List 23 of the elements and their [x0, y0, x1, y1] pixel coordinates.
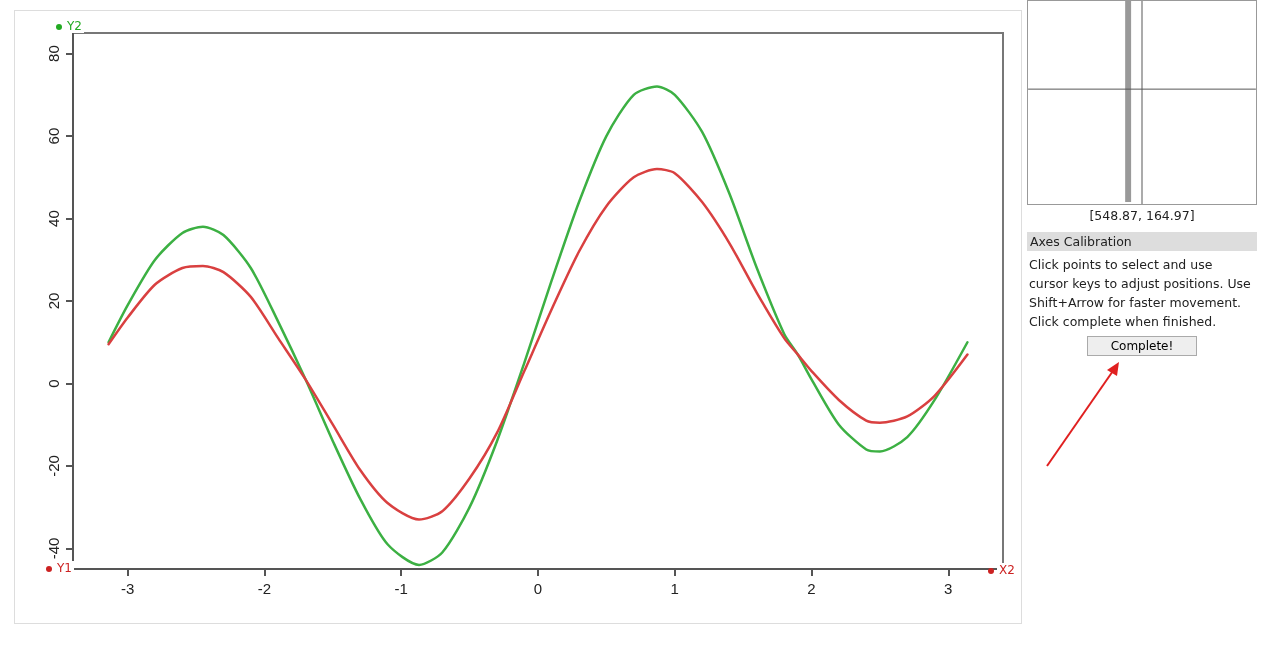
- text: Y1: [55, 561, 74, 575]
- x-tick-label: 3: [944, 580, 953, 597]
- y-tick-label: 80: [45, 45, 62, 62]
- text: [548.87, 164.97]: [1088, 208, 1196, 223]
- x-tick-label: 1: [670, 580, 679, 597]
- y-tick-label: -40: [45, 537, 62, 560]
- line-series: [107, 167, 969, 521]
- y-tick-label: 60: [45, 127, 62, 145]
- text: Complete!: [1087, 336, 1197, 356]
- y-tick-label: 0: [45, 379, 62, 388]
- x-tick-label: -3: [121, 580, 135, 597]
- text: Y2: [65, 19, 84, 33]
- y-tick-label: -20: [45, 455, 62, 477]
- x-tick-label: -1: [394, 580, 408, 597]
- annotation: X2: [997, 563, 1017, 577]
- text: Axes Calibration: [1027, 232, 1257, 251]
- x-tick-label: 0: [533, 580, 543, 597]
- y-tick-label: 20: [45, 292, 62, 310]
- x-tick-label: -2: [257, 580, 272, 597]
- y-tick-label: 40: [45, 210, 62, 227]
- x-tick-label: 2: [807, 580, 816, 597]
- line-series: [107, 85, 969, 567]
- text: Click points to select and use cursor keys to adjust positions. Use Shift+Arrow for faster movement. Click complete when finished.: [1028, 256, 1252, 331]
